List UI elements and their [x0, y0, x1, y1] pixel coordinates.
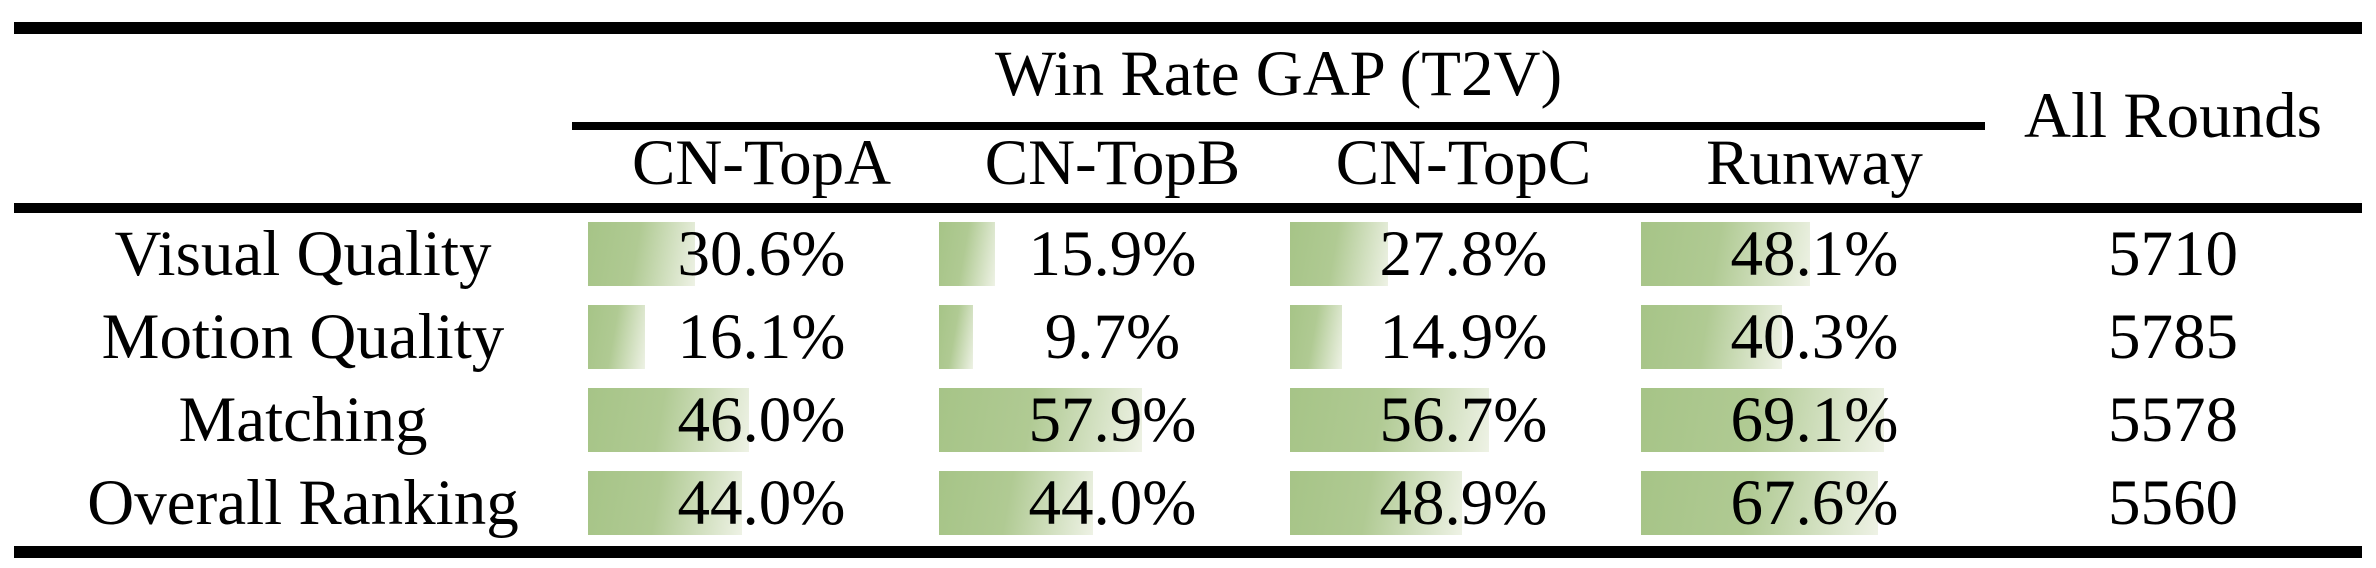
percent-cell: 40.3%: [1639, 296, 1990, 379]
column-header-cn-topa: CN-TopA: [631, 126, 892, 199]
data-bar: [1290, 222, 1388, 286]
percent-value: 69.1%: [1730, 384, 1899, 456]
data-bar: [1290, 305, 1343, 369]
row-label: Motion Quality: [101, 301, 505, 373]
all-rounds-value: 5785: [2108, 301, 2238, 373]
column-header-runway: Runway: [1706, 126, 1923, 199]
percent-value: 44.0%: [1028, 467, 1197, 539]
percent-cell: 14.9%: [1288, 296, 1639, 379]
percent-value: 14.9%: [1379, 301, 1548, 373]
row-label: Visual Quality: [114, 218, 492, 290]
data-bar: [939, 305, 974, 369]
all-rounds-value: 5560: [2108, 467, 2238, 539]
column-header-cn-topc: CN-TopC: [1335, 126, 1592, 199]
data-bar: [939, 388, 1143, 452]
data-bar: [588, 222, 696, 286]
table-body: Visual Quality 30.6% 15.9% 27.8% 48.1% 5…: [20, 213, 2356, 545]
all-rounds-value: 5710: [2108, 218, 2238, 290]
percent-cell: 30.6%: [586, 213, 937, 296]
row-label: Overall Ranking: [87, 467, 519, 539]
data-bar: [588, 471, 743, 535]
percent-value: 16.1%: [677, 301, 846, 373]
percent-value: 46.0%: [677, 384, 846, 456]
data-bar: [1641, 305, 1783, 369]
table-bottom-rule: [14, 546, 2362, 558]
all-rounds-value: 5578: [2108, 384, 2238, 456]
percent-value: 27.8%: [1379, 218, 1548, 290]
column-header-cn-topb: CN-TopB: [984, 126, 1241, 199]
percent-cell: 15.9%: [937, 213, 1288, 296]
data-bar: [1290, 471, 1462, 535]
table-row-visual-quality: Visual Quality 30.6% 15.9% 27.8% 48.1% 5…: [20, 213, 2356, 296]
percent-value: 40.3%: [1730, 301, 1899, 373]
percent-value: 48.9%: [1379, 467, 1548, 539]
percent-value: 30.6%: [677, 218, 846, 290]
percent-cell: 48.9%: [1288, 462, 1639, 545]
data-bar: [1641, 388, 1884, 452]
percent-cell: 44.0%: [937, 462, 1288, 545]
percent-value: 67.6%: [1730, 467, 1899, 539]
percent-cell: 57.9%: [937, 379, 1288, 462]
data-bar: [1290, 388, 1490, 452]
percent-cell: 9.7%: [937, 296, 1288, 379]
percent-cell: 56.7%: [1288, 379, 1639, 462]
percent-value: 56.7%: [1379, 384, 1548, 456]
percent-cell: 48.1%: [1639, 213, 1990, 296]
percent-value: 44.0%: [677, 467, 846, 539]
data-bar: [1641, 222, 1810, 286]
table-row-motion-quality: Motion Quality 16.1% 9.7% 14.9% 40.3% 57…: [20, 296, 2356, 379]
percent-cell: 46.0%: [586, 379, 937, 462]
percent-value: 15.9%: [1028, 218, 1197, 290]
row-label: Matching: [178, 384, 428, 456]
data-bar: [939, 471, 1094, 535]
table-row-overall-ranking: Overall Ranking 44.0% 44.0% 48.9% 67.6% …: [20, 462, 2356, 545]
column-headers: CN-TopA CN-TopB CN-TopC Runway: [586, 126, 1990, 200]
column-header-all-rounds: All Rounds: [2024, 80, 2322, 152]
group-header-title: Win Rate GAP (T2V): [994, 37, 1563, 110]
data-bar: [588, 305, 645, 369]
percent-cell: 67.6%: [1639, 462, 1990, 545]
percent-cell: 16.1%: [586, 296, 937, 379]
header-separator-rule: [14, 203, 2362, 213]
table-row-matching: Matching 46.0% 57.9% 56.7% 69.1% 5578: [20, 379, 2356, 462]
percent-cell: 27.8%: [1288, 213, 1639, 296]
data-bar: [939, 222, 995, 286]
group-header-underline: [572, 122, 1985, 130]
percent-value: 57.9%: [1028, 384, 1197, 456]
percent-value: 48.1%: [1730, 218, 1899, 290]
table-top-rule: [14, 22, 2362, 34]
percent-cell: 44.0%: [586, 462, 937, 545]
percent-cell: 69.1%: [1639, 379, 1990, 462]
data-bar: [588, 388, 750, 452]
percent-value: 9.7%: [1044, 301, 1181, 373]
data-bar: [1641, 471, 1879, 535]
